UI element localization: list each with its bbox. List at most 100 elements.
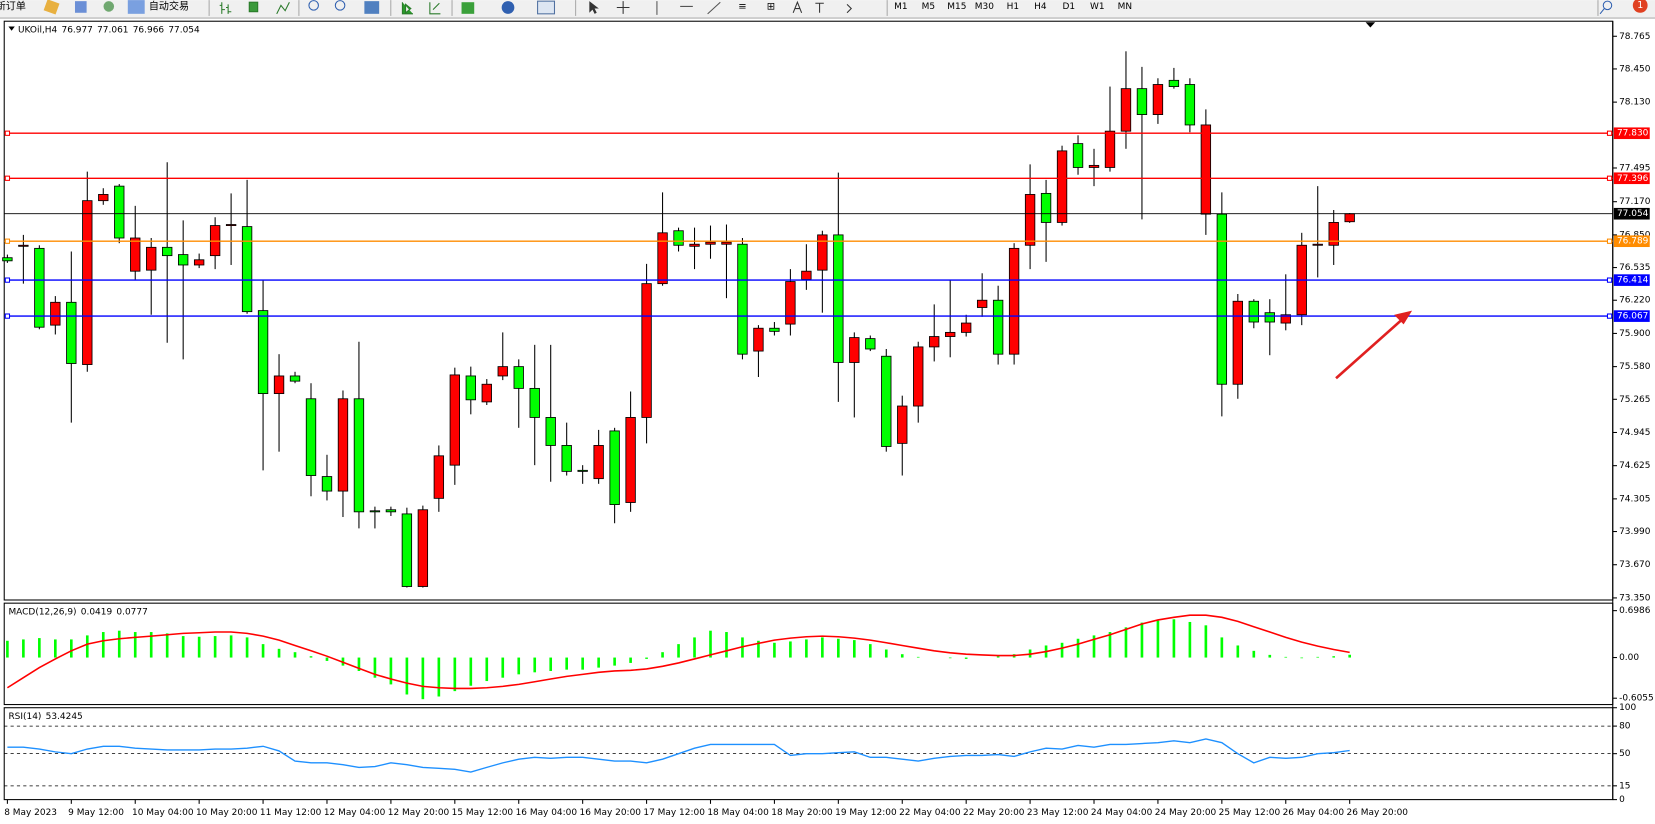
candle-body (593, 445, 604, 480)
candle-body (641, 283, 652, 418)
candle-body (1040, 192, 1052, 223)
line-tools[interactable] (656, 1, 721, 15)
chart-type-icons[interactable] (219, 1, 290, 15)
shift-icon[interactable] (429, 2, 441, 15)
candle-body (1264, 312, 1275, 323)
candle-body (561, 445, 572, 472)
level-anchor (1606, 130, 1613, 136)
level-anchor (4, 238, 11, 244)
search-icon[interactable] (1599, 8, 1605, 15)
new-order-button[interactable]: 新订单 (0, 0, 26, 12)
timeframe-button[interactable]: W1 (1090, 2, 1105, 12)
x-tick-label: 23 May 12:00 (1027, 808, 1089, 818)
candle-body (609, 430, 620, 505)
y-tick-label: 74.945 (1619, 428, 1650, 438)
candle-body (1200, 124, 1212, 215)
x-tick-label: 18 May 20:00 (771, 808, 833, 818)
timeframe-button[interactable]: MN (1118, 2, 1132, 12)
y-tick-label: 100 (1619, 703, 1636, 713)
chart-shift-marker[interactable] (1365, 22, 1376, 28)
level-anchor (1606, 175, 1613, 181)
x-tick-label: 26 May 20:00 (1347, 808, 1409, 818)
y-tick-label: 76.220 (1619, 296, 1651, 306)
templates-icon[interactable] (537, 0, 556, 15)
macd-signal-value: 0.0777 (116, 607, 147, 617)
level-anchor (1606, 313, 1613, 319)
icon[interactable] (43, 0, 60, 15)
tile-icon[interactable] (364, 1, 380, 14)
y-tick-label: 75.580 (1619, 362, 1651, 372)
icon[interactable] (74, 1, 87, 13)
candle-body (992, 299, 1004, 355)
candle-body (353, 398, 365, 513)
candle-body (1248, 300, 1259, 323)
timeframe-button[interactable]: M5 (922, 2, 935, 12)
level-label: 77.830 (1617, 129, 1649, 139)
rsi-value: 53.4245 (46, 712, 83, 722)
search-icon[interactable] (1602, 0, 1613, 11)
level-anchor (4, 277, 11, 283)
timeframe-button[interactable]: H1 (1007, 2, 1019, 12)
y-tick-label: 50 (1619, 749, 1631, 759)
x-tick-label: 8 May 2023 (4, 808, 57, 818)
level-label-bg (1613, 127, 1650, 140)
zoom-in[interactable] (308, 0, 319, 11)
x-tick-label: 11 May 12:00 (260, 808, 322, 818)
y-tick-label: 0.00 (1619, 653, 1639, 663)
candle-body (257, 310, 269, 395)
crosshair-tool[interactable] (616, 1, 630, 14)
candle-body (162, 246, 173, 257)
x-tick-label: 15 May 12:00 (452, 808, 514, 818)
indicators-icon[interactable] (461, 2, 475, 14)
autoscroll-icon[interactable] (401, 2, 413, 15)
candle-body (529, 387, 540, 418)
icon[interactable] (248, 1, 259, 13)
x-tick-label: 18 May 04:00 (707, 808, 769, 818)
toolbar-bg (0, 0, 1655, 19)
candle-body (960, 322, 972, 333)
icon[interactable] (276, 1, 290, 15)
candle-body (1344, 213, 1355, 223)
y-tick-label: 78.450 (1619, 64, 1651, 74)
auto-trading-icon[interactable] (127, 0, 145, 14)
y-tick-label: 74.305 (1619, 494, 1650, 504)
y-tick-label: 73.670 (1619, 560, 1651, 570)
candle-body (273, 375, 285, 395)
candle-body (817, 234, 828, 271)
timeframe-button[interactable]: H4 (1034, 2, 1047, 12)
rsi-line (7, 738, 1350, 773)
timeframe-button[interactable]: M30 (975, 2, 994, 12)
candle-body (321, 476, 333, 492)
annotation-arrow (1335, 310, 1413, 380)
timeframe-button[interactable]: M15 (947, 2, 966, 12)
candle-body (305, 398, 317, 476)
symbol-menu[interactable] (8, 26, 15, 31)
candle-body (753, 327, 764, 352)
candle-body (1168, 79, 1180, 87)
current-price-bg (1613, 207, 1650, 220)
x-tick-label: 25 May 12:00 (1219, 808, 1281, 818)
timeframe-button[interactable]: M1 (894, 2, 907, 12)
y-tick-label: 78.130 (1619, 98, 1651, 108)
candle-body (929, 336, 940, 348)
notification-count[interactable]: 1 (1637, 0, 1643, 11)
candle-body (289, 375, 301, 382)
notification-badge[interactable] (1632, 0, 1648, 13)
level-label-bg (1613, 235, 1650, 248)
x-tick-label: 17 May 12:00 (643, 808, 705, 818)
icon[interactable] (103, 1, 115, 12)
icon[interactable] (219, 2, 232, 14)
candle-body (721, 241, 732, 245)
candle-body (673, 230, 684, 246)
candle-body (657, 232, 668, 285)
auto-trading-button[interactable]: 自动交易 (149, 0, 189, 12)
periods-icon[interactable] (501, 1, 515, 14)
cursor-tool[interactable] (589, 1, 599, 14)
object-tools[interactable] (792, 0, 853, 14)
candle-body (1008, 247, 1020, 355)
icon[interactable]: ≡ (738, 1, 746, 12)
zoom-out[interactable] (334, 0, 346, 11)
icon[interactable]: ⊞ (767, 1, 775, 12)
timeframe-button[interactable]: D1 (1063, 2, 1076, 12)
